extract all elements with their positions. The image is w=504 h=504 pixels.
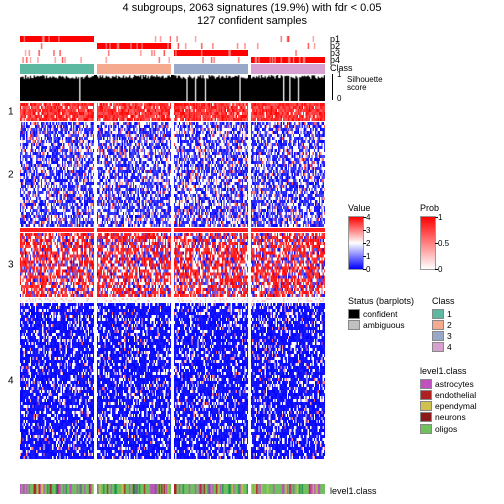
level1-label: level1.class [330,487,377,496]
row-group-label: 2 [8,169,14,180]
heatmap-row-1: 1 [20,103,325,121]
heatmap-row-gap2 [20,228,325,232]
legend-class: Class1234 [432,296,455,354]
silhouette-axis: 10Silhouettescore [330,74,380,100]
prob-row-p2 [20,43,325,49]
prob-row-p4 [20,57,325,63]
silhouette-track [20,75,325,101]
prob-row-p3 [20,50,325,56]
prob-row-p1 [20,36,325,42]
legend-value: Value43210 [348,203,370,270]
legend-level1-class: level1.classastrocytesendothelialependym… [420,366,477,435]
row-group-label: 3 [8,260,14,271]
heatmap-row-4: 4 [20,303,325,459]
heatmap-row-3: 3 [20,233,325,297]
legend-status-barplots-: Status (barplots)confidentambiguous [348,296,414,331]
heatmap-row-2: 2 [20,122,325,227]
row-group-label: 1 [8,107,14,118]
class-annotation [20,64,325,74]
title-line2: 127 confident samples [0,15,504,28]
title-line1: 4 subgroups, 2063 signatures (19.9%) wit… [0,2,504,15]
level1-annotation [20,484,325,494]
main-heatmap: 1234 [20,36,325,494]
heatmap-row-gap4 [20,298,325,302]
legend-prob: Prob10.50 [420,203,439,270]
row-group-label: 4 [8,376,14,387]
